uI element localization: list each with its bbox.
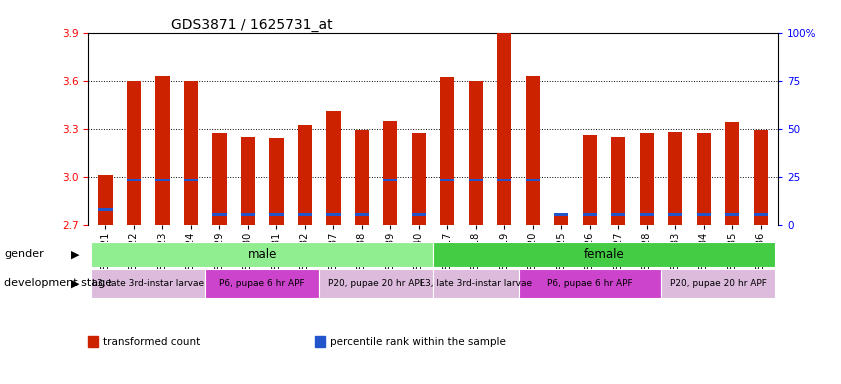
Bar (696, 134, 711, 225)
Bar (241, 137, 255, 225)
Bar (184, 179, 198, 182)
Bar (754, 213, 768, 216)
Bar (468, 179, 483, 182)
Bar (583, 135, 597, 225)
Bar (91, 269, 205, 298)
Bar (468, 81, 483, 225)
Bar (611, 213, 626, 216)
Bar (269, 213, 283, 216)
Bar (355, 213, 369, 216)
Bar (433, 269, 519, 298)
Bar (298, 126, 312, 225)
Bar (526, 76, 540, 225)
Text: P6, pupae 6 hr APF: P6, pupae 6 hr APF (547, 279, 632, 288)
Bar (383, 121, 398, 225)
Bar (611, 137, 626, 225)
Bar (319, 269, 433, 298)
Bar (156, 76, 170, 225)
Bar (269, 138, 283, 225)
Bar (127, 179, 141, 182)
Bar (433, 242, 775, 267)
Bar (640, 134, 654, 225)
Bar (725, 122, 739, 225)
Text: P6, pupae 6 hr APF: P6, pupae 6 hr APF (220, 279, 305, 288)
Text: GDS3871 / 1625731_at: GDS3871 / 1625731_at (171, 18, 333, 31)
Bar (497, 179, 511, 182)
Bar (669, 213, 682, 216)
Bar (205, 269, 319, 298)
Bar (241, 213, 255, 216)
Bar (127, 81, 141, 225)
Text: L3, late 3rd-instar larvae: L3, late 3rd-instar larvae (420, 279, 532, 288)
Bar (383, 179, 398, 182)
Bar (212, 213, 226, 216)
Text: development stage: development stage (4, 278, 113, 288)
Bar (696, 213, 711, 216)
Bar (754, 130, 768, 225)
Bar (669, 132, 682, 225)
Text: ▶: ▶ (71, 278, 80, 288)
Bar (583, 213, 597, 216)
Text: transformed count: transformed count (103, 337, 200, 347)
Bar (184, 81, 198, 225)
Bar (440, 179, 454, 182)
Text: P20, pupae 20 hr APF: P20, pupae 20 hr APF (669, 279, 766, 288)
Bar (156, 179, 170, 182)
Bar (497, 33, 511, 225)
Text: female: female (584, 248, 625, 261)
Bar (355, 130, 369, 225)
Text: L3, late 3rd-instar larvae: L3, late 3rd-instar larvae (92, 279, 204, 288)
Bar (661, 269, 775, 298)
Bar (91, 242, 433, 267)
Text: male: male (247, 248, 277, 261)
Text: gender: gender (4, 249, 44, 260)
Bar (725, 213, 739, 216)
Bar (98, 208, 113, 211)
Bar (298, 213, 312, 216)
Bar (554, 213, 569, 216)
Bar (526, 179, 540, 182)
Bar (440, 78, 454, 225)
Text: P20, pupae 20 hr APF: P20, pupae 20 hr APF (328, 279, 425, 288)
Bar (326, 213, 341, 216)
Bar (554, 215, 569, 225)
Bar (98, 175, 113, 225)
Bar (519, 269, 661, 298)
Bar (326, 111, 341, 225)
Bar (412, 213, 426, 216)
Bar (412, 134, 426, 225)
Bar (212, 134, 226, 225)
Text: ▶: ▶ (71, 249, 80, 260)
Text: percentile rank within the sample: percentile rank within the sample (330, 337, 505, 347)
Bar (640, 213, 654, 216)
